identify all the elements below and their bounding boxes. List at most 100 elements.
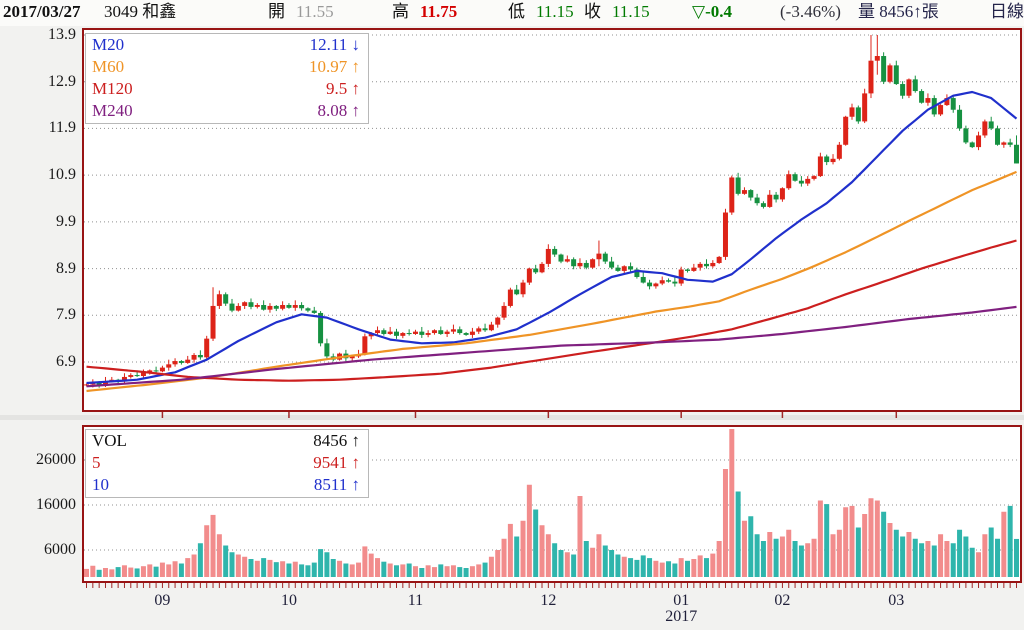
vol-ma10-value: 8511 ↑: [313, 475, 361, 494]
candle: [438, 330, 444, 334]
volume-bar: [115, 567, 121, 577]
ma20-value: 12.11 ↓: [309, 35, 360, 54]
volume-bar: [1013, 538, 1019, 577]
candle: [659, 280, 665, 284]
ma-line-m20: [86, 90, 1018, 385]
volume-bar: [406, 563, 412, 577]
candle: [868, 60, 874, 94]
candle: [849, 107, 855, 117]
pane-splitter[interactable]: [0, 415, 1024, 420]
volume-bar: [254, 560, 260, 577]
volume-bar: [969, 547, 975, 577]
volume-bar: [140, 566, 146, 577]
volume-bar: [843, 507, 849, 577]
candle: [571, 259, 577, 267]
volume-axis-label: 6000: [44, 541, 76, 558]
candle: [235, 305, 241, 311]
price-axis-label: 9.9: [56, 212, 76, 230]
volume-bar: [507, 523, 513, 577]
volume-bar: [571, 554, 577, 577]
volume-bar: [558, 550, 564, 577]
stock-name: 3049 和鑫: [104, 2, 177, 21]
month-label[interactable]: 03: [888, 592, 905, 609]
month-label[interactable]: 11: [407, 592, 424, 609]
volume-bar: [995, 538, 1001, 577]
candle: [697, 263, 703, 268]
price-axis-label: 12.9: [48, 72, 76, 90]
candle: [615, 267, 621, 271]
candle: [387, 331, 393, 334]
candle: [102, 381, 108, 386]
month-label[interactable]: 12: [540, 592, 557, 609]
volume-bar: [292, 561, 298, 577]
price-axis-label: 13.9: [48, 26, 76, 43]
volume-bar: [368, 553, 374, 577]
candle: [311, 310, 317, 313]
month-label[interactable]: 02: [774, 592, 791, 609]
volume-bar: [912, 538, 918, 577]
month-label[interactable]: 09: [154, 592, 171, 609]
candlestick-chart[interactable]: [84, 30, 1020, 410]
volume-bar: [621, 556, 627, 577]
candle: [482, 328, 488, 331]
ma60-label: M60: [92, 57, 125, 76]
candle: [362, 336, 368, 355]
candle: [900, 84, 906, 96]
volume-bar: [1001, 511, 1007, 577]
volume-readout: 量 8456↑張: [858, 2, 939, 21]
candle: [773, 194, 779, 200]
volume-bar: [1007, 505, 1013, 577]
candle: [634, 269, 640, 277]
volume-bar: [197, 543, 203, 577]
candle: [147, 370, 153, 373]
month-label[interactable]: 10: [280, 592, 297, 609]
candle: [817, 156, 823, 177]
price-axis-label: 6.9: [56, 352, 76, 370]
volume-legend-row: 10 8511 ↑: [86, 474, 368, 496]
vol-ma10-trend-arrow-icon: ↑: [351, 475, 361, 494]
high-value: 11.75: [420, 2, 458, 21]
high-label: 高: [392, 2, 409, 21]
ma120-value: 9.5 ↑: [326, 79, 360, 98]
candle: [919, 91, 925, 103]
volume-bar: [748, 516, 754, 577]
volume-legend-row: 5 9541 ↑: [86, 452, 368, 474]
volume-bar: [476, 564, 482, 577]
ma-legend: M20 12.11 ↓ M60 10.97 ↑ M120 9.5 ↑ M240 …: [85, 33, 369, 124]
candle: [172, 361, 178, 365]
volume-bar: [811, 538, 817, 577]
candle: [425, 333, 431, 335]
candle: [305, 308, 311, 311]
price-pane: M20 12.11 ↓ M60 10.97 ↑ M120 9.5 ↑ M240 …: [82, 28, 1022, 412]
candle: [299, 305, 305, 309]
candle: [824, 156, 830, 163]
volume-bar: [102, 568, 108, 577]
volume-bar: [836, 529, 842, 577]
volume-bar: [431, 567, 437, 577]
volume-bar: [678, 558, 684, 577]
candle: [450, 329, 456, 332]
candle: [128, 375, 134, 377]
candle: [552, 248, 558, 255]
volume-bar: [90, 565, 96, 577]
period-label[interactable]: 日線: [990, 2, 1024, 21]
candle: [324, 343, 330, 357]
volume-bar: [798, 545, 804, 577]
volume-bar: [299, 564, 305, 577]
candle: [444, 331, 450, 334]
volume-bar: [925, 541, 931, 577]
ma-line-m240: [86, 305, 1017, 388]
candle: [463, 333, 469, 335]
month-label[interactable]: 01: [673, 592, 690, 609]
candle: [166, 364, 172, 368]
volume-bar: [577, 496, 583, 577]
candle: [159, 367, 165, 372]
volume-axis-label: 16000: [36, 496, 76, 513]
candle: [976, 135, 982, 148]
candle: [767, 194, 773, 207]
volume-chart[interactable]: [84, 427, 1020, 581]
volume-bar: [564, 552, 570, 577]
ma240-label: M240: [92, 101, 133, 120]
candle: [501, 305, 507, 318]
candle: [602, 253, 608, 262]
